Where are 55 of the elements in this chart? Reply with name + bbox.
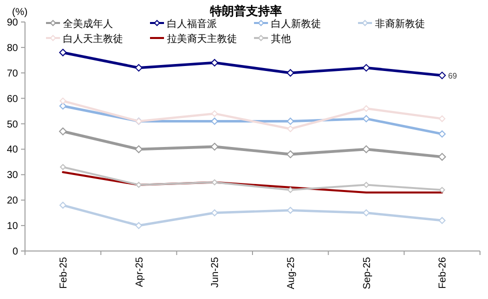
point — [59, 128, 67, 136]
point — [362, 145, 370, 154]
y-tick-label: 10 — [6, 221, 18, 232]
point — [286, 150, 294, 158]
point — [135, 64, 142, 72]
y-tick-label: 0 — [12, 246, 18, 258]
y-tick-label: 50 — [6, 119, 18, 130]
point — [60, 164, 66, 170]
y-tick-label: 70 — [6, 68, 18, 80]
legend-label: 全美成年人 — [63, 18, 113, 30]
point — [211, 209, 218, 216]
point — [286, 69, 294, 77]
point — [212, 179, 218, 186]
point — [135, 222, 142, 230]
legend-label: 白人福音派 — [167, 18, 217, 30]
point — [362, 209, 370, 216]
point — [286, 206, 294, 214]
point — [136, 182, 142, 188]
y-tick-label: 90 — [6, 18, 18, 28]
x-tick-label: Apr-25 — [134, 256, 146, 288]
point — [60, 98, 66, 104]
point — [362, 105, 370, 112]
x-tick-label: Feb-26 — [438, 256, 449, 289]
point — [362, 115, 370, 122]
point — [59, 202, 66, 209]
y-tick-label: 30 — [6, 170, 18, 182]
data-label: 69 — [448, 71, 458, 80]
point — [59, 48, 67, 56]
chart-title: 特朗普支持率 — [209, 4, 282, 18]
x-tick-label: Jun-25 — [210, 256, 222, 288]
point — [287, 126, 294, 132]
point — [438, 130, 446, 138]
point — [211, 110, 218, 117]
point — [59, 102, 67, 110]
y-axis-title: (%) — [12, 7, 28, 18]
y-tick-label: 60 — [6, 94, 18, 105]
legend-label: 非裔新教徒 — [375, 18, 425, 30]
legend-label: 白人新教徒 — [271, 18, 321, 30]
point — [438, 217, 446, 224]
y-tick-label: 80 — [6, 42, 18, 54]
point — [210, 142, 218, 151]
legend-label: 白人天主教徒 — [63, 33, 123, 45]
y-tick-label: 40 — [6, 144, 18, 156]
point — [438, 72, 446, 80]
x-tick-label: Aug-25 — [286, 256, 297, 290]
point — [439, 186, 446, 193]
point — [362, 64, 370, 72]
point — [210, 58, 218, 66]
point — [438, 115, 446, 122]
x-tick-label: Feb-25 — [58, 256, 70, 289]
legend-label: 其他 — [271, 33, 291, 45]
legend-label: 拉美裔天主教徒 — [167, 33, 237, 45]
x-tick-label: Sep-25 — [362, 256, 373, 290]
point — [438, 152, 446, 161]
y-tick-label: 20 — [6, 196, 18, 207]
